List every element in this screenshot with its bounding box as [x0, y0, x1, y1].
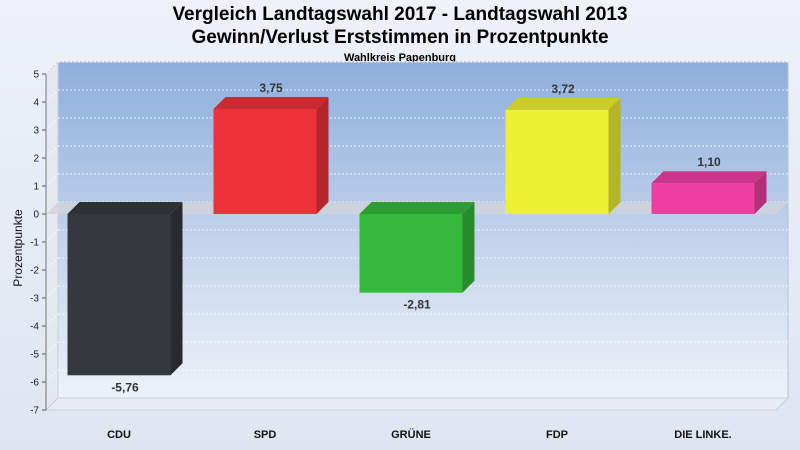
bar-side — [462, 202, 475, 293]
y-tick-label: -2 — [30, 266, 39, 277]
x-category-label: FDP — [546, 429, 568, 441]
gridline-side — [45, 285, 59, 299]
bar-side — [608, 97, 621, 214]
y-tick-label: 2 — [33, 154, 39, 165]
y-tick-label: -6 — [30, 378, 39, 389]
gridline-side — [45, 313, 59, 327]
gridline-side — [45, 145, 59, 159]
y-tick-label: -3 — [30, 294, 39, 305]
gridline-side — [45, 341, 59, 355]
bar-cdu — [67, 202, 183, 376]
bar-die-linke — [651, 171, 767, 214]
chart-subtitle: Gewinn/Verlust Erststimmen in Prozentpun… — [191, 27, 609, 48]
bar-top — [651, 171, 767, 184]
x-category-label: DIE LINKE. — [674, 429, 731, 441]
chart-region-subtitle: Wahlkreis Papenburg — [343, 52, 457, 64]
bar-fdp — [505, 97, 621, 214]
bar-top — [67, 202, 183, 214]
y-tick-label: -1 — [30, 238, 39, 249]
bar-top — [213, 97, 329, 109]
bar-side — [170, 202, 183, 376]
y-tick-label: 3 — [33, 126, 39, 137]
bar-front — [505, 109, 609, 214]
data-label: 3,72 — [551, 82, 575, 96]
y-tick-label: 1 — [33, 182, 39, 193]
gridline-side — [45, 61, 59, 75]
gridline-side — [45, 89, 59, 103]
bar-top — [359, 202, 475, 214]
chart-title: Vergleich Landtagswahl 2017 - Landtagswa… — [172, 4, 628, 25]
gridline-side — [45, 173, 59, 187]
bar-spd — [213, 97, 329, 214]
data-label: -5,76 — [111, 380, 139, 394]
data-label: 3,75 — [259, 81, 283, 95]
y-tick-label: 5 — [33, 70, 39, 81]
y-tick-label: 4 — [33, 98, 39, 109]
gridline-side — [45, 117, 59, 131]
bar-front — [359, 214, 463, 293]
bar-side — [754, 171, 767, 214]
y-tick-label: 0 — [33, 210, 39, 221]
data-label: -2,81 — [403, 298, 431, 312]
x-category-label: SPD — [254, 429, 277, 441]
bar-front — [651, 183, 755, 214]
y-axis-label: Prozentpunkte — [11, 209, 25, 287]
bar-gr-ne — [359, 202, 475, 293]
data-label: 1,10 — [697, 155, 721, 169]
bar-front — [67, 214, 171, 376]
y-tick-label: -7 — [30, 406, 39, 417]
plot-floor — [44, 397, 790, 411]
gridline-side — [45, 369, 59, 383]
gridline-side — [45, 257, 59, 271]
x-category-label: CDU — [107, 429, 131, 441]
x-category-label: GRÜNE — [391, 428, 431, 441]
bar-top — [505, 97, 621, 110]
gridline-side — [45, 229, 59, 243]
y-tick-label: -4 — [30, 322, 39, 333]
bar-side — [316, 97, 329, 214]
bar-front — [213, 109, 317, 214]
y-tick-label: -5 — [30, 350, 39, 361]
